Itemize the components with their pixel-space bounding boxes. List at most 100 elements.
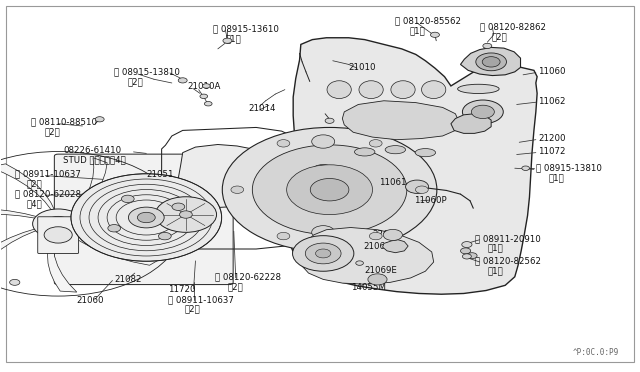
Polygon shape [289, 38, 537, 294]
Circle shape [71, 174, 221, 261]
Text: 22635: 22635 [372, 230, 400, 239]
Text: Ⓑ 08120-82862: Ⓑ 08120-82862 [479, 22, 546, 31]
Circle shape [476, 53, 506, 71]
Text: ^P:0C.0:P9: ^P:0C.0:P9 [573, 348, 619, 357]
Circle shape [415, 186, 428, 193]
Text: 11060: 11060 [538, 67, 566, 76]
Circle shape [95, 117, 104, 122]
Circle shape [129, 207, 164, 228]
Ellipse shape [327, 81, 351, 99]
Text: 21010: 21010 [349, 63, 376, 72]
Circle shape [312, 226, 335, 239]
Circle shape [312, 135, 335, 148]
Polygon shape [301, 228, 434, 284]
Polygon shape [178, 144, 278, 208]
Text: Ⓝ 08911-20910: Ⓝ 08911-20910 [474, 234, 540, 243]
Text: Ⓢ 08915-13810: Ⓢ 08915-13810 [115, 67, 180, 76]
Text: Ⓑ 08110-88510: Ⓑ 08110-88510 [31, 118, 97, 127]
Circle shape [202, 84, 210, 88]
Circle shape [406, 180, 429, 193]
Text: 11072: 11072 [538, 147, 566, 156]
Circle shape [172, 203, 185, 211]
Circle shape [223, 38, 232, 43]
Text: 21082: 21082 [115, 275, 142, 284]
Polygon shape [461, 47, 520, 76]
Text: 21069E: 21069E [365, 266, 397, 275]
Circle shape [369, 140, 382, 147]
Text: Ⓑ 08120-62028: Ⓑ 08120-62028 [15, 190, 81, 199]
Polygon shape [0, 225, 52, 275]
Text: 11062: 11062 [538, 97, 566, 106]
Circle shape [45, 217, 71, 231]
Text: 14055M: 14055M [351, 283, 386, 292]
Text: STUD スタッド（4）: STUD スタッド（4） [63, 155, 126, 164]
Circle shape [463, 254, 471, 259]
Circle shape [305, 243, 341, 264]
Polygon shape [61, 227, 161, 265]
Circle shape [10, 279, 20, 285]
Circle shape [277, 140, 290, 147]
Ellipse shape [391, 81, 415, 99]
FancyBboxPatch shape [54, 154, 233, 285]
Polygon shape [63, 158, 107, 221]
Polygon shape [47, 227, 77, 292]
Circle shape [156, 197, 216, 232]
Circle shape [483, 43, 492, 48]
Circle shape [310, 179, 349, 201]
Circle shape [482, 57, 500, 67]
Circle shape [461, 248, 470, 254]
Circle shape [368, 274, 387, 285]
Polygon shape [0, 164, 58, 220]
Circle shape [277, 232, 290, 240]
Circle shape [369, 232, 382, 240]
Text: （2）: （2） [184, 305, 200, 314]
Text: （1）: （1） [410, 26, 425, 36]
Polygon shape [342, 101, 460, 140]
Text: （4）: （4） [26, 199, 42, 208]
Text: （2）: （2） [26, 179, 42, 188]
Polygon shape [383, 240, 408, 253]
Circle shape [312, 164, 335, 178]
Text: （1）: （1） [487, 244, 503, 253]
Text: （1）: （1） [548, 173, 564, 182]
Text: 21010A: 21010A [187, 82, 221, 91]
Text: ⓘ 08120-62228: ⓘ 08120-62228 [214, 272, 280, 281]
Ellipse shape [355, 148, 375, 156]
Circle shape [471, 105, 494, 119]
Text: （2）: （2） [491, 32, 507, 42]
Circle shape [33, 209, 84, 238]
Ellipse shape [359, 81, 383, 99]
FancyBboxPatch shape [38, 217, 79, 253]
Circle shape [44, 227, 72, 243]
Circle shape [138, 212, 156, 223]
Text: 21069E: 21069E [364, 241, 396, 250]
Ellipse shape [415, 148, 436, 157]
Text: 11060P: 11060P [415, 196, 447, 205]
Text: 11720: 11720 [168, 285, 195, 294]
Circle shape [200, 94, 207, 99]
Circle shape [179, 211, 192, 218]
Text: Ⓢ 08915-13610: Ⓢ 08915-13610 [212, 24, 278, 33]
Text: （2）: （2） [44, 127, 60, 137]
Circle shape [463, 100, 503, 124]
Circle shape [316, 249, 331, 258]
Circle shape [325, 118, 334, 124]
Circle shape [356, 261, 364, 265]
Circle shape [222, 128, 437, 252]
Circle shape [462, 241, 472, 247]
Text: 21060: 21060 [76, 296, 104, 305]
Text: 11061: 11061 [379, 178, 406, 187]
Polygon shape [0, 208, 53, 222]
Circle shape [383, 230, 403, 240]
Text: （1）: （1） [487, 266, 503, 275]
Text: 21014: 21014 [248, 104, 276, 113]
Text: （2）: （2） [127, 77, 143, 86]
Polygon shape [65, 198, 171, 225]
Circle shape [178, 78, 187, 83]
Text: Ⓑ 08120-82562: Ⓑ 08120-82562 [474, 256, 541, 265]
Ellipse shape [385, 145, 406, 154]
Circle shape [252, 145, 407, 234]
Circle shape [467, 253, 477, 259]
Circle shape [292, 235, 354, 271]
Text: 21051: 21051 [147, 170, 174, 179]
